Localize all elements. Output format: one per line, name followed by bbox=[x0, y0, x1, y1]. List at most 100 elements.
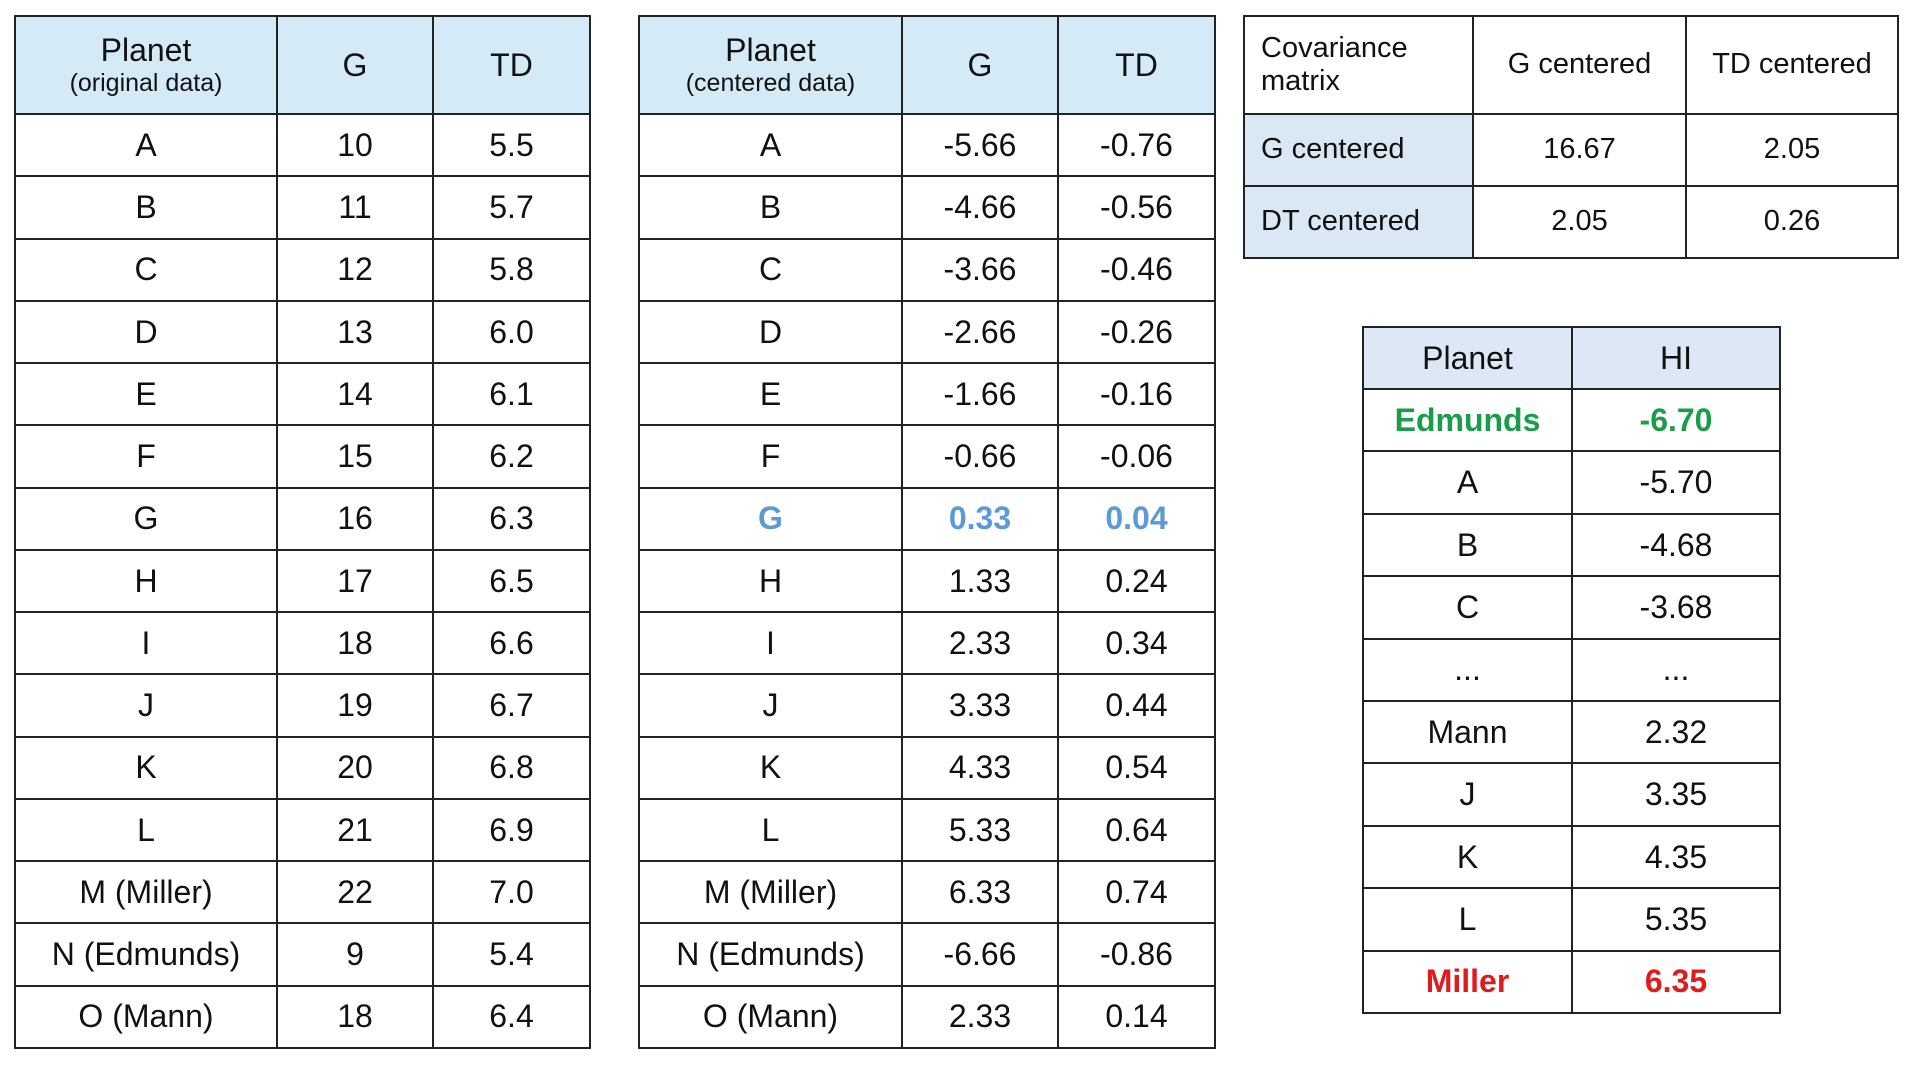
cell-text: -0.46 bbox=[1100, 251, 1173, 288]
cell-text: 4.35 bbox=[1644, 838, 1708, 875]
cell-text: C bbox=[134, 251, 158, 288]
cell-text: 6.0 bbox=[489, 313, 534, 350]
cell: E bbox=[16, 364, 276, 425]
cell: M (Miller) bbox=[16, 862, 276, 923]
cell: 10 bbox=[278, 115, 432, 176]
cell-text: Edmunds bbox=[1394, 401, 1541, 438]
cell-text: F bbox=[136, 438, 156, 475]
cell: N (Edmunds) bbox=[16, 924, 276, 985]
cell: -0.86 bbox=[1059, 924, 1214, 985]
cell: B bbox=[16, 177, 276, 238]
cell: 6.6 bbox=[434, 613, 589, 674]
cell-text: 0.33 bbox=[948, 500, 1012, 537]
cell-text: 16 bbox=[337, 500, 373, 537]
cell: H bbox=[640, 550, 901, 612]
cell-text: 10 bbox=[337, 126, 373, 163]
cell-text: O (Mann) bbox=[78, 998, 214, 1035]
cell: 16.67 bbox=[1474, 115, 1685, 185]
cell-text: -0.16 bbox=[1100, 375, 1173, 412]
header-text: TD centered bbox=[1712, 48, 1872, 81]
cell: 0.26 bbox=[1687, 187, 1897, 257]
cell-text: -3.68 bbox=[1639, 588, 1713, 625]
cell-text: 2.33 bbox=[948, 998, 1012, 1035]
cell-text: A bbox=[759, 126, 782, 163]
cell: 6.9 bbox=[434, 799, 589, 861]
cell: -0.66 bbox=[903, 426, 1057, 487]
cell-text: 3.33 bbox=[948, 687, 1012, 724]
cell-text: Miller bbox=[1425, 963, 1510, 1000]
cell-text: 3.35 bbox=[1644, 776, 1708, 813]
cell: 2.05 bbox=[1474, 187, 1685, 257]
cell-text: E bbox=[135, 375, 157, 412]
cell-text: 2.05 bbox=[1763, 133, 1821, 166]
cell-text: 12 bbox=[337, 251, 373, 288]
cell: 6.33 bbox=[903, 862, 1057, 923]
cell: 2.33 bbox=[903, 613, 1057, 674]
header-text: TD bbox=[1115, 46, 1158, 83]
cell: 6.7 bbox=[434, 675, 589, 736]
cell: -6.66 bbox=[903, 924, 1057, 985]
cell-text: 0.64 bbox=[1105, 811, 1168, 848]
cell: Edmunds bbox=[1364, 390, 1571, 451]
cell-text: 4.33 bbox=[948, 749, 1012, 786]
cell-text: 2.32 bbox=[1644, 713, 1708, 750]
cell: -0.26 bbox=[1059, 301, 1214, 363]
cell: 1.33 bbox=[903, 550, 1057, 612]
cell-text: 6.7 bbox=[489, 687, 534, 724]
header-text: G bbox=[342, 46, 368, 83]
cell-text: 5.5 bbox=[489, 126, 534, 163]
cell-text: -5.70 bbox=[1639, 464, 1713, 501]
cell: 21 bbox=[278, 799, 432, 861]
cell: G centered bbox=[1245, 115, 1472, 185]
cell-text: -0.26 bbox=[1100, 313, 1173, 350]
cell: 0.44 bbox=[1059, 675, 1214, 736]
cell-text: N (Edmunds) bbox=[676, 936, 865, 973]
header-text: G bbox=[967, 46, 993, 83]
cell-text: D bbox=[134, 313, 158, 350]
cell-text: 0.44 bbox=[1105, 687, 1168, 724]
cell-text: 0.14 bbox=[1105, 998, 1168, 1035]
cell-text: A bbox=[1456, 464, 1479, 501]
header-cell: HI bbox=[1573, 328, 1779, 388]
cell-text: 15 bbox=[337, 438, 373, 475]
cell-text: 6.33 bbox=[948, 873, 1012, 910]
cell: ... bbox=[1364, 639, 1571, 700]
cell-text: -0.86 bbox=[1100, 936, 1173, 973]
cell-text: 5.4 bbox=[489, 936, 534, 973]
cell-text: 6.4 bbox=[489, 998, 534, 1035]
cell-text: C bbox=[758, 251, 783, 288]
cell-text: -6.70 bbox=[1639, 401, 1713, 438]
cell-text: 0.04 bbox=[1105, 500, 1168, 537]
cell: N (Edmunds) bbox=[640, 924, 901, 985]
cell-text: N (Edmunds) bbox=[51, 936, 241, 973]
cell-text: -3.66 bbox=[943, 251, 1017, 288]
cell: 6.0 bbox=[434, 301, 589, 363]
cell: O (Mann) bbox=[640, 986, 901, 1047]
cell: B bbox=[1364, 514, 1571, 576]
cell-text: 0.54 bbox=[1105, 749, 1168, 786]
cell-text: 0.24 bbox=[1105, 562, 1168, 599]
cell: -0.76 bbox=[1059, 115, 1214, 176]
cell: 0.33 bbox=[903, 488, 1057, 549]
cell-text: A bbox=[135, 126, 157, 163]
cell-text: 9 bbox=[346, 936, 364, 973]
header-subtitle: (original data) bbox=[69, 69, 223, 98]
header-text: Covariance matrix bbox=[1261, 31, 1408, 97]
cell: 0.34 bbox=[1059, 613, 1214, 674]
cell: C bbox=[16, 239, 276, 300]
cell: 6.3 bbox=[434, 488, 589, 549]
cell-text: E bbox=[759, 375, 782, 412]
header-title: Planet bbox=[100, 32, 192, 69]
cell-text: J bbox=[762, 687, 779, 724]
header-text: TD bbox=[490, 46, 533, 83]
cell-text: O (Mann) bbox=[702, 998, 839, 1035]
header-cell: Planet (original data) bbox=[16, 17, 276, 113]
header-cell: TD centered bbox=[1687, 17, 1897, 113]
cell: M (Miller) bbox=[640, 862, 901, 923]
cell: J bbox=[16, 675, 276, 736]
cell-text: -1.66 bbox=[943, 375, 1017, 412]
cell: J bbox=[1364, 764, 1571, 825]
cell-text: B bbox=[1456, 526, 1479, 563]
cell-text: 2.05 bbox=[1551, 205, 1608, 238]
table: Planet (centered data) G TD A -5.66 -0.76 B -4.6… bbox=[638, 15, 1216, 1049]
